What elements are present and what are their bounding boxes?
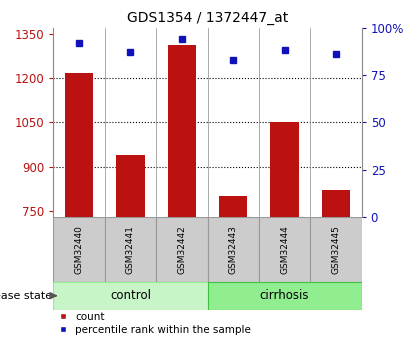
Bar — [105, 217, 156, 282]
Bar — [65, 73, 93, 217]
Text: GSM32441: GSM32441 — [126, 225, 135, 274]
Title: GDS1354 / 1372447_at: GDS1354 / 1372447_at — [127, 11, 288, 25]
Bar — [208, 217, 259, 282]
Bar — [259, 217, 310, 282]
Bar — [322, 190, 350, 217]
Bar — [116, 155, 145, 217]
Bar — [310, 217, 362, 282]
Bar — [53, 217, 105, 282]
Bar — [208, 282, 362, 310]
Text: control: control — [110, 289, 151, 302]
Bar — [53, 282, 208, 310]
Text: cirrhosis: cirrhosis — [260, 289, 309, 302]
Bar — [156, 217, 208, 282]
Legend: count, percentile rank within the sample: count, percentile rank within the sample — [59, 312, 251, 335]
Text: GSM32444: GSM32444 — [280, 225, 289, 274]
Text: GSM32445: GSM32445 — [332, 225, 340, 274]
Text: disease state: disease state — [0, 291, 53, 301]
Bar — [270, 122, 299, 217]
Text: GSM32440: GSM32440 — [75, 225, 83, 274]
Text: GSM32442: GSM32442 — [178, 225, 186, 274]
Bar — [168, 45, 196, 217]
Bar — [219, 196, 247, 217]
Text: GSM32443: GSM32443 — [229, 225, 238, 274]
